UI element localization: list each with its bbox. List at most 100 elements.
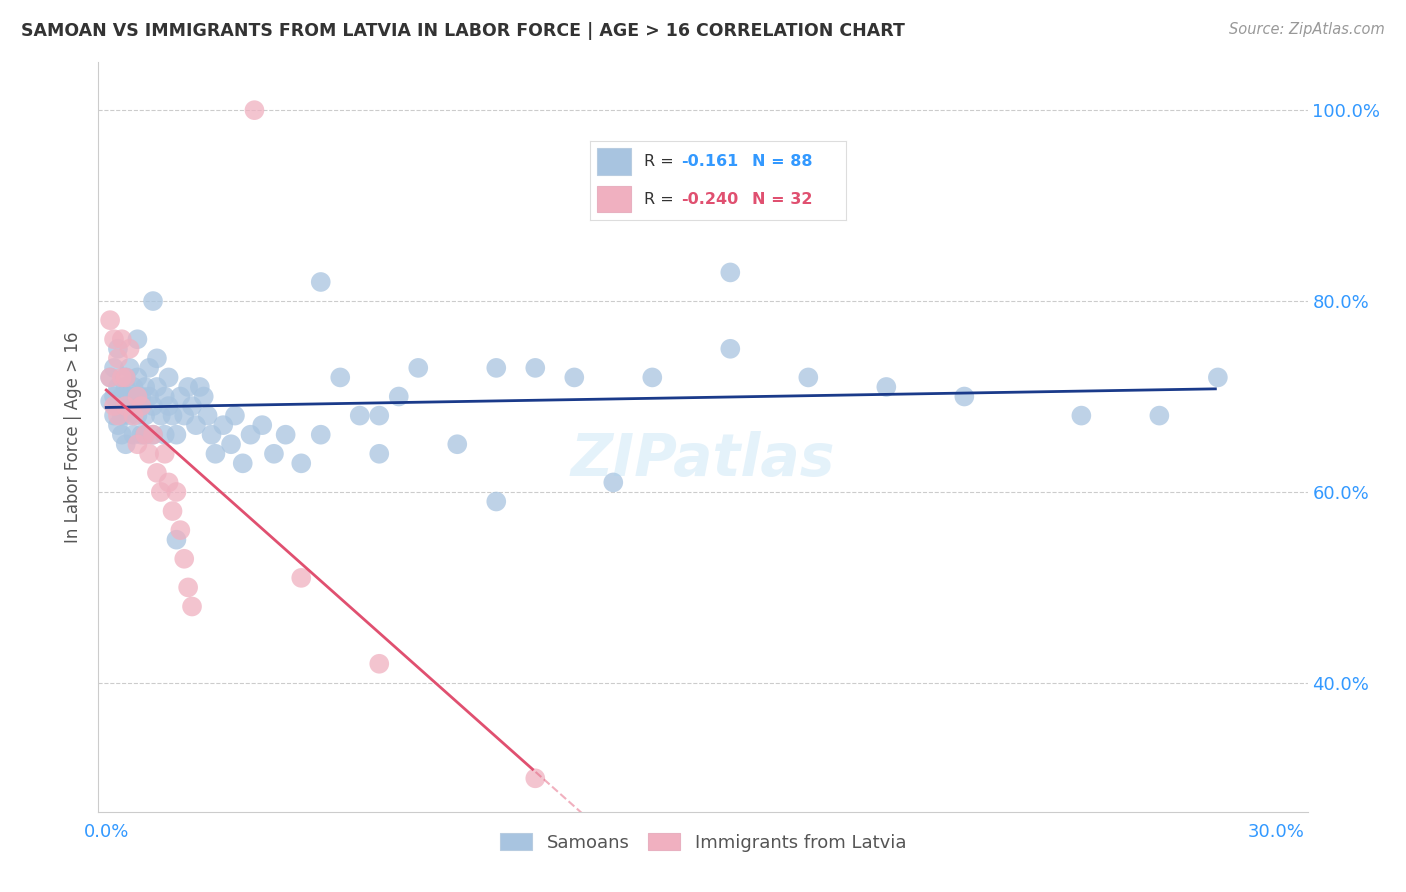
Point — [368, 409, 391, 423]
Point — [114, 399, 136, 413]
Point — [111, 390, 134, 404]
Point — [127, 437, 149, 451]
Text: R =: R = — [644, 154, 673, 169]
Point — [243, 103, 266, 118]
Point — [329, 370, 352, 384]
Point — [131, 399, 153, 413]
Point — [524, 360, 547, 375]
Point — [309, 275, 332, 289]
Point — [107, 418, 129, 433]
Point — [111, 427, 134, 442]
Point — [188, 380, 211, 394]
Legend: Samoans, Immigrants from Latvia: Samoans, Immigrants from Latvia — [492, 826, 914, 859]
Point — [103, 409, 125, 423]
Point — [204, 447, 226, 461]
Point — [200, 427, 222, 442]
Point — [149, 485, 172, 500]
Point — [875, 380, 897, 394]
Point — [177, 380, 200, 394]
Point — [212, 418, 235, 433]
Point — [177, 581, 200, 595]
Point — [127, 390, 149, 404]
Point — [134, 409, 156, 423]
Point — [131, 390, 153, 404]
Point — [142, 399, 165, 413]
Point — [114, 437, 136, 451]
Point — [197, 409, 219, 423]
Point — [602, 475, 624, 490]
Point — [162, 409, 184, 423]
Point — [562, 370, 585, 384]
Point — [114, 370, 136, 384]
Point — [103, 332, 125, 346]
Point — [134, 427, 156, 442]
Point — [184, 418, 207, 433]
Bar — [598, 148, 631, 176]
Point — [118, 409, 141, 423]
Point — [446, 437, 468, 451]
Point — [173, 551, 195, 566]
Point — [165, 533, 187, 547]
Point — [252, 418, 274, 433]
Point — [524, 772, 547, 786]
Point — [111, 409, 134, 423]
Point — [181, 599, 204, 614]
Point — [173, 409, 195, 423]
Point — [388, 390, 411, 404]
Point — [274, 427, 297, 442]
Point — [153, 427, 176, 442]
Point — [169, 523, 191, 537]
Point — [98, 370, 121, 384]
Point — [134, 380, 156, 394]
Point — [127, 370, 149, 384]
Point — [718, 265, 741, 279]
Point — [232, 456, 254, 470]
Point — [138, 360, 160, 375]
Point — [485, 494, 508, 508]
Point — [107, 342, 129, 356]
Point — [1070, 409, 1092, 423]
Point — [114, 399, 136, 413]
Point — [953, 390, 976, 404]
Point — [114, 380, 136, 394]
Point — [127, 332, 149, 346]
Point — [138, 447, 160, 461]
Point — [153, 390, 176, 404]
Bar — [598, 186, 631, 212]
Text: ZIPatlas: ZIPatlas — [571, 431, 835, 488]
Point — [157, 475, 180, 490]
Point — [118, 342, 141, 356]
Point — [641, 370, 664, 384]
Y-axis label: In Labor Force | Age > 16: In Labor Force | Age > 16 — [65, 331, 83, 543]
Point — [114, 370, 136, 384]
Point — [263, 447, 285, 461]
Point — [368, 447, 391, 461]
Point — [142, 427, 165, 442]
Point — [162, 504, 184, 518]
Point — [149, 409, 172, 423]
Point — [122, 380, 145, 394]
Text: SAMOAN VS IMMIGRANTS FROM LATVIA IN LABOR FORCE | AGE > 16 CORRELATION CHART: SAMOAN VS IMMIGRANTS FROM LATVIA IN LABO… — [21, 22, 905, 40]
Point — [1149, 409, 1171, 423]
Point — [122, 399, 145, 413]
Point — [98, 394, 121, 409]
Point — [122, 409, 145, 423]
Point — [169, 390, 191, 404]
Point — [118, 360, 141, 375]
Text: N = 88: N = 88 — [752, 154, 813, 169]
Point — [111, 332, 134, 346]
Point — [290, 456, 312, 470]
Point — [107, 351, 129, 366]
Point — [98, 370, 121, 384]
Text: -0.161: -0.161 — [681, 154, 738, 169]
Point — [718, 342, 741, 356]
Point — [219, 437, 242, 451]
Point — [290, 571, 312, 585]
Point — [157, 370, 180, 384]
Point — [485, 360, 508, 375]
Point — [153, 447, 176, 461]
Text: R =: R = — [644, 192, 673, 207]
Point — [142, 427, 165, 442]
Point — [406, 360, 429, 375]
Point — [131, 427, 153, 442]
